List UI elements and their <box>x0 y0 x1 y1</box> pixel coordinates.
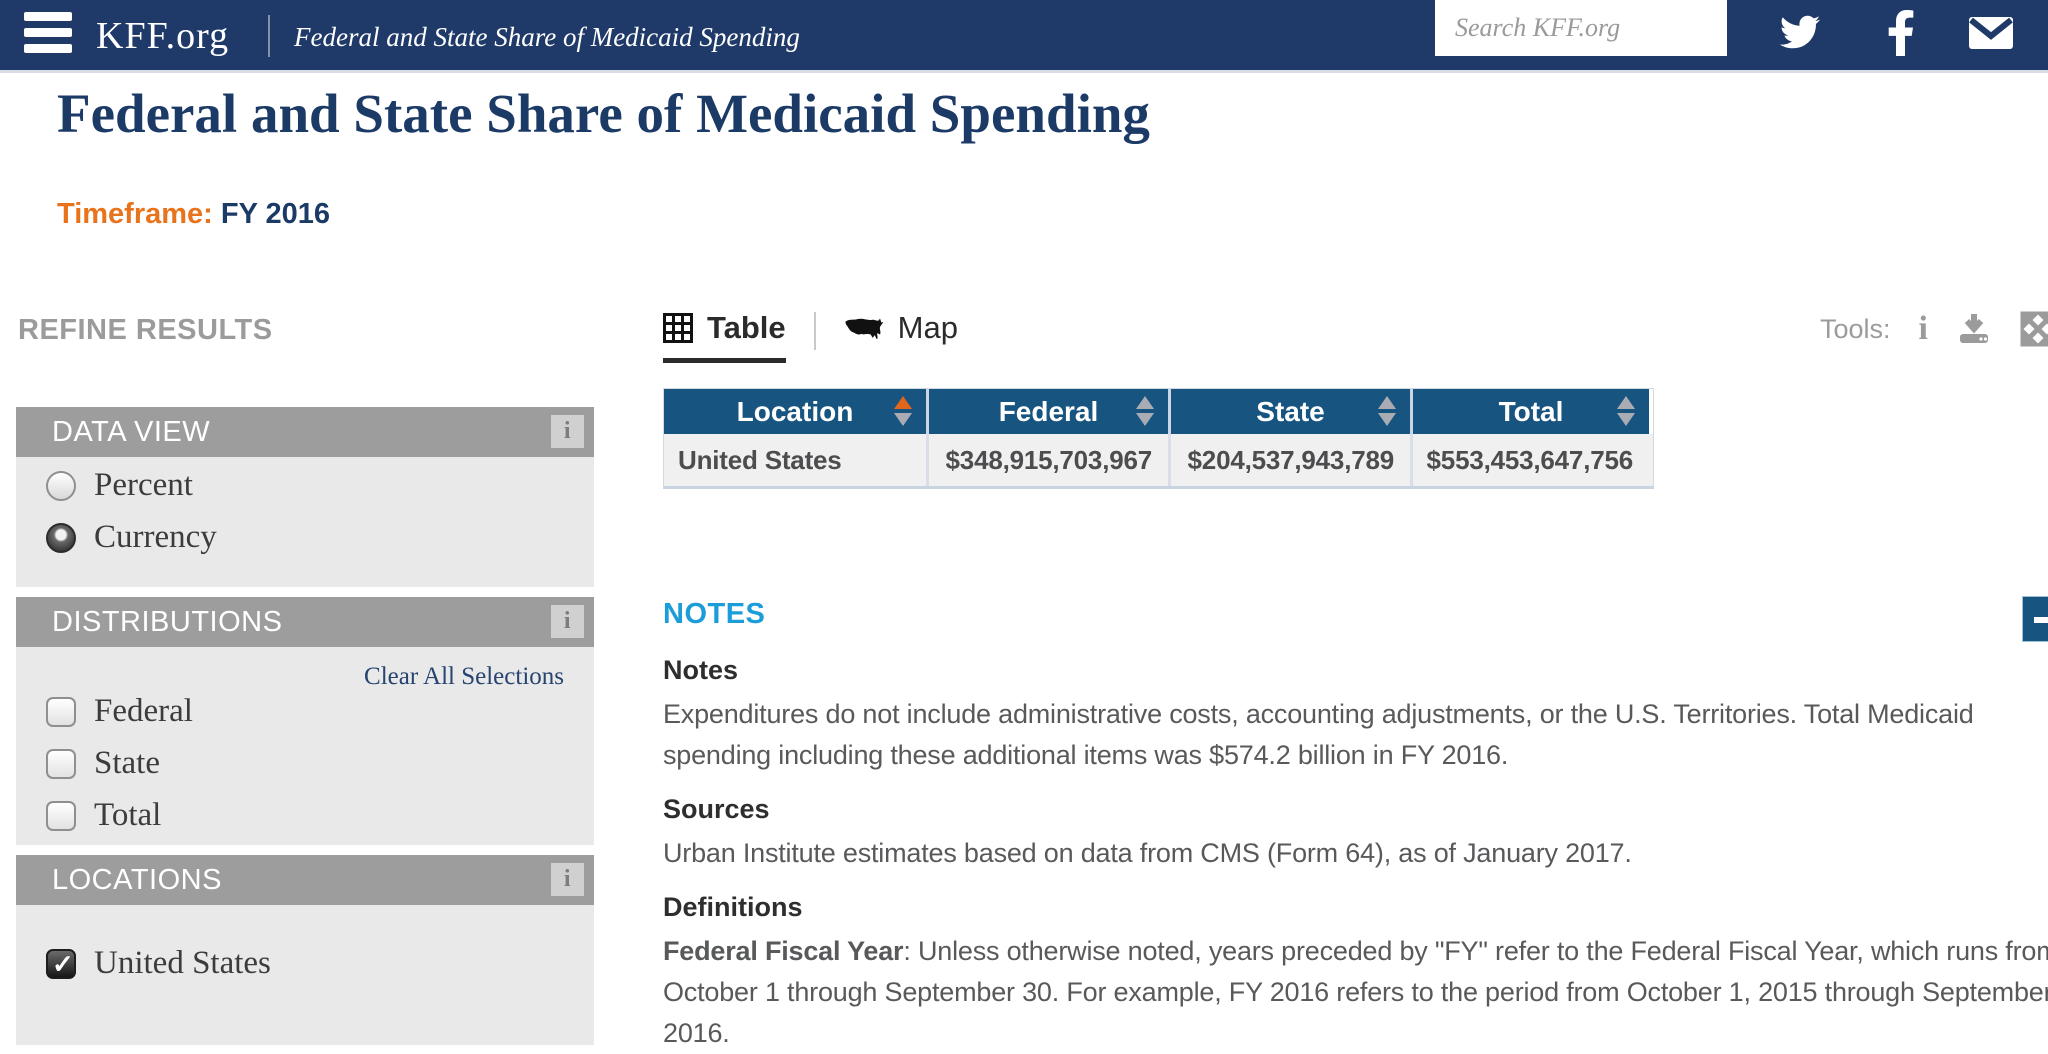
table-row: United States $348,915,703,967 $204,537,… <box>664 434 1653 486</box>
checkbox-option-federal[interactable]: Federal <box>46 693 193 730</box>
notes-heading: NOTES <box>663 598 766 630</box>
info-icon[interactable]: i <box>551 863 584 896</box>
column-header-total[interactable]: Total <box>1413 389 1649 434</box>
data-table: Location Federal State Total United Stat… <box>663 388 1654 489</box>
tab-map[interactable]: Map <box>844 310 958 346</box>
collapse-notes-button[interactable] <box>2022 596 2048 642</box>
checkbox-label[interactable]: Total <box>94 797 162 833</box>
radio-label[interactable]: Currency <box>94 519 217 555</box>
panel-body-data-view: Percent Currency <box>16 457 594 587</box>
email-icon[interactable] <box>1968 16 2014 55</box>
table-header-row: Location Federal State Total <box>664 389 1653 434</box>
twitter-icon[interactable] <box>1778 12 1822 57</box>
checkbox-option-total[interactable]: Total <box>46 797 161 834</box>
panel-title: DATA VIEW <box>52 416 211 448</box>
tab-divider <box>813 312 816 350</box>
column-header-state[interactable]: State <box>1171 389 1413 434</box>
panel-title: LOCATIONS <box>52 864 222 896</box>
notes-text: Expenditures do not include administrati… <box>663 699 1974 770</box>
checkbox-option-united-states[interactable]: United States <box>46 945 271 982</box>
timeframe-label: Timeframe: <box>57 198 213 230</box>
table-grid-icon <box>663 313 693 343</box>
panel-header-data-view: DATA VIEW i <box>16 407 594 457</box>
checkbox-total[interactable] <box>46 800 76 831</box>
checkbox-label[interactable]: United States <box>94 945 271 981</box>
timeframe: Timeframe: FY 2016 <box>57 198 330 231</box>
info-icon[interactable]: i <box>551 605 584 638</box>
column-label[interactable]: Location <box>736 396 854 427</box>
column-label[interactable]: Total <box>1498 396 1564 427</box>
panel-body-distributions: Clear All Selections Federal State Total <box>16 647 594 845</box>
tab-label[interactable]: Table <box>707 310 786 345</box>
sources-text: Urban Institute estimates based on data … <box>663 838 1632 868</box>
radio-percent[interactable] <box>46 470 76 501</box>
column-label[interactable]: Federal <box>998 396 1099 427</box>
radio-label[interactable]: Percent <box>94 467 193 503</box>
panel-header-locations: LOCATIONS i <box>16 855 594 905</box>
tools-label: Tools: <box>1820 313 1891 344</box>
notes-subheading: Notes <box>663 655 739 685</box>
view-tabs: Table Map <box>663 310 958 363</box>
checkbox-federal[interactable] <box>46 696 76 727</box>
column-header-location[interactable]: Location <box>664 389 929 434</box>
radio-option-percent[interactable]: Percent <box>46 467 193 504</box>
info-icon[interactable]: i <box>551 415 584 448</box>
menu-icon[interactable] <box>24 12 72 60</box>
panel-title: DISTRIBUTIONS <box>52 606 283 638</box>
definitions-text: Federal Fiscal Year: Unless otherwise no… <box>663 931 2048 1054</box>
column-header-federal[interactable]: Federal <box>929 389 1171 434</box>
info-icon[interactable]: i <box>1918 310 1928 347</box>
sources-subheading: Sources <box>663 794 770 824</box>
tools-bar: Tools: i <box>1820 310 2048 348</box>
cell-total: $553,453,647,756 <box>1426 445 1634 475</box>
clear-all-selections-link[interactable]: Clear All Selections <box>364 663 564 690</box>
column-label[interactable]: State <box>1256 396 1325 427</box>
page-title: Federal and State Share of Medicaid Spen… <box>57 83 1150 144</box>
download-icon[interactable] <box>1956 312 1992 346</box>
panel-body-locations: United States <box>16 905 594 1045</box>
tab-label[interactable]: Map <box>897 310 958 345</box>
us-map-icon <box>845 318 884 339</box>
search-box <box>1435 0 1808 56</box>
checkbox-united-states-checked[interactable] <box>46 948 76 980</box>
sort-icon-state[interactable] <box>1378 396 1396 426</box>
cell-location: United States <box>664 434 929 486</box>
checkbox-label[interactable]: State <box>94 745 160 781</box>
top-navbar: KFF.org Federal and State Share of Medic… <box>0 0 2048 73</box>
facebook-icon[interactable] <box>1886 10 1916 61</box>
radio-option-currency[interactable]: Currency <box>46 519 217 556</box>
tab-table[interactable]: Table <box>663 310 786 363</box>
timeframe-value: FY 2016 <box>220 198 330 230</box>
cell-federal: $348,915,703,967 <box>929 434 1171 486</box>
navbar-page-label: Federal and State Share of Medicaid Spen… <box>294 22 800 52</box>
checkbox-label[interactable]: Federal <box>94 693 193 729</box>
expand-icon[interactable] <box>2020 311 2048 347</box>
definitions-term: Federal Fiscal Year <box>663 936 904 966</box>
sort-icon-location[interactable] <box>894 396 912 426</box>
kff-logo[interactable]: KFF.org <box>96 15 230 57</box>
definitions-subheading: Definitions <box>663 892 803 922</box>
search-input[interactable] <box>1435 0 1773 56</box>
checkbox-option-state[interactable]: State <box>46 745 160 782</box>
navbar-divider <box>268 15 270 57</box>
sort-icon-federal[interactable] <box>1136 396 1154 426</box>
notes-section: NOTES Notes Expenditures do not include … <box>663 598 2048 1054</box>
sort-icon-total[interactable] <box>1617 396 1635 426</box>
cell-state: $204,537,943,789 <box>1171 434 1413 486</box>
refine-results-title: REFINE RESULTS <box>18 314 273 346</box>
checkbox-state[interactable] <box>46 748 76 779</box>
radio-currency-selected[interactable] <box>46 522 76 553</box>
panel-header-distributions: DISTRIBUTIONS i <box>16 597 594 647</box>
